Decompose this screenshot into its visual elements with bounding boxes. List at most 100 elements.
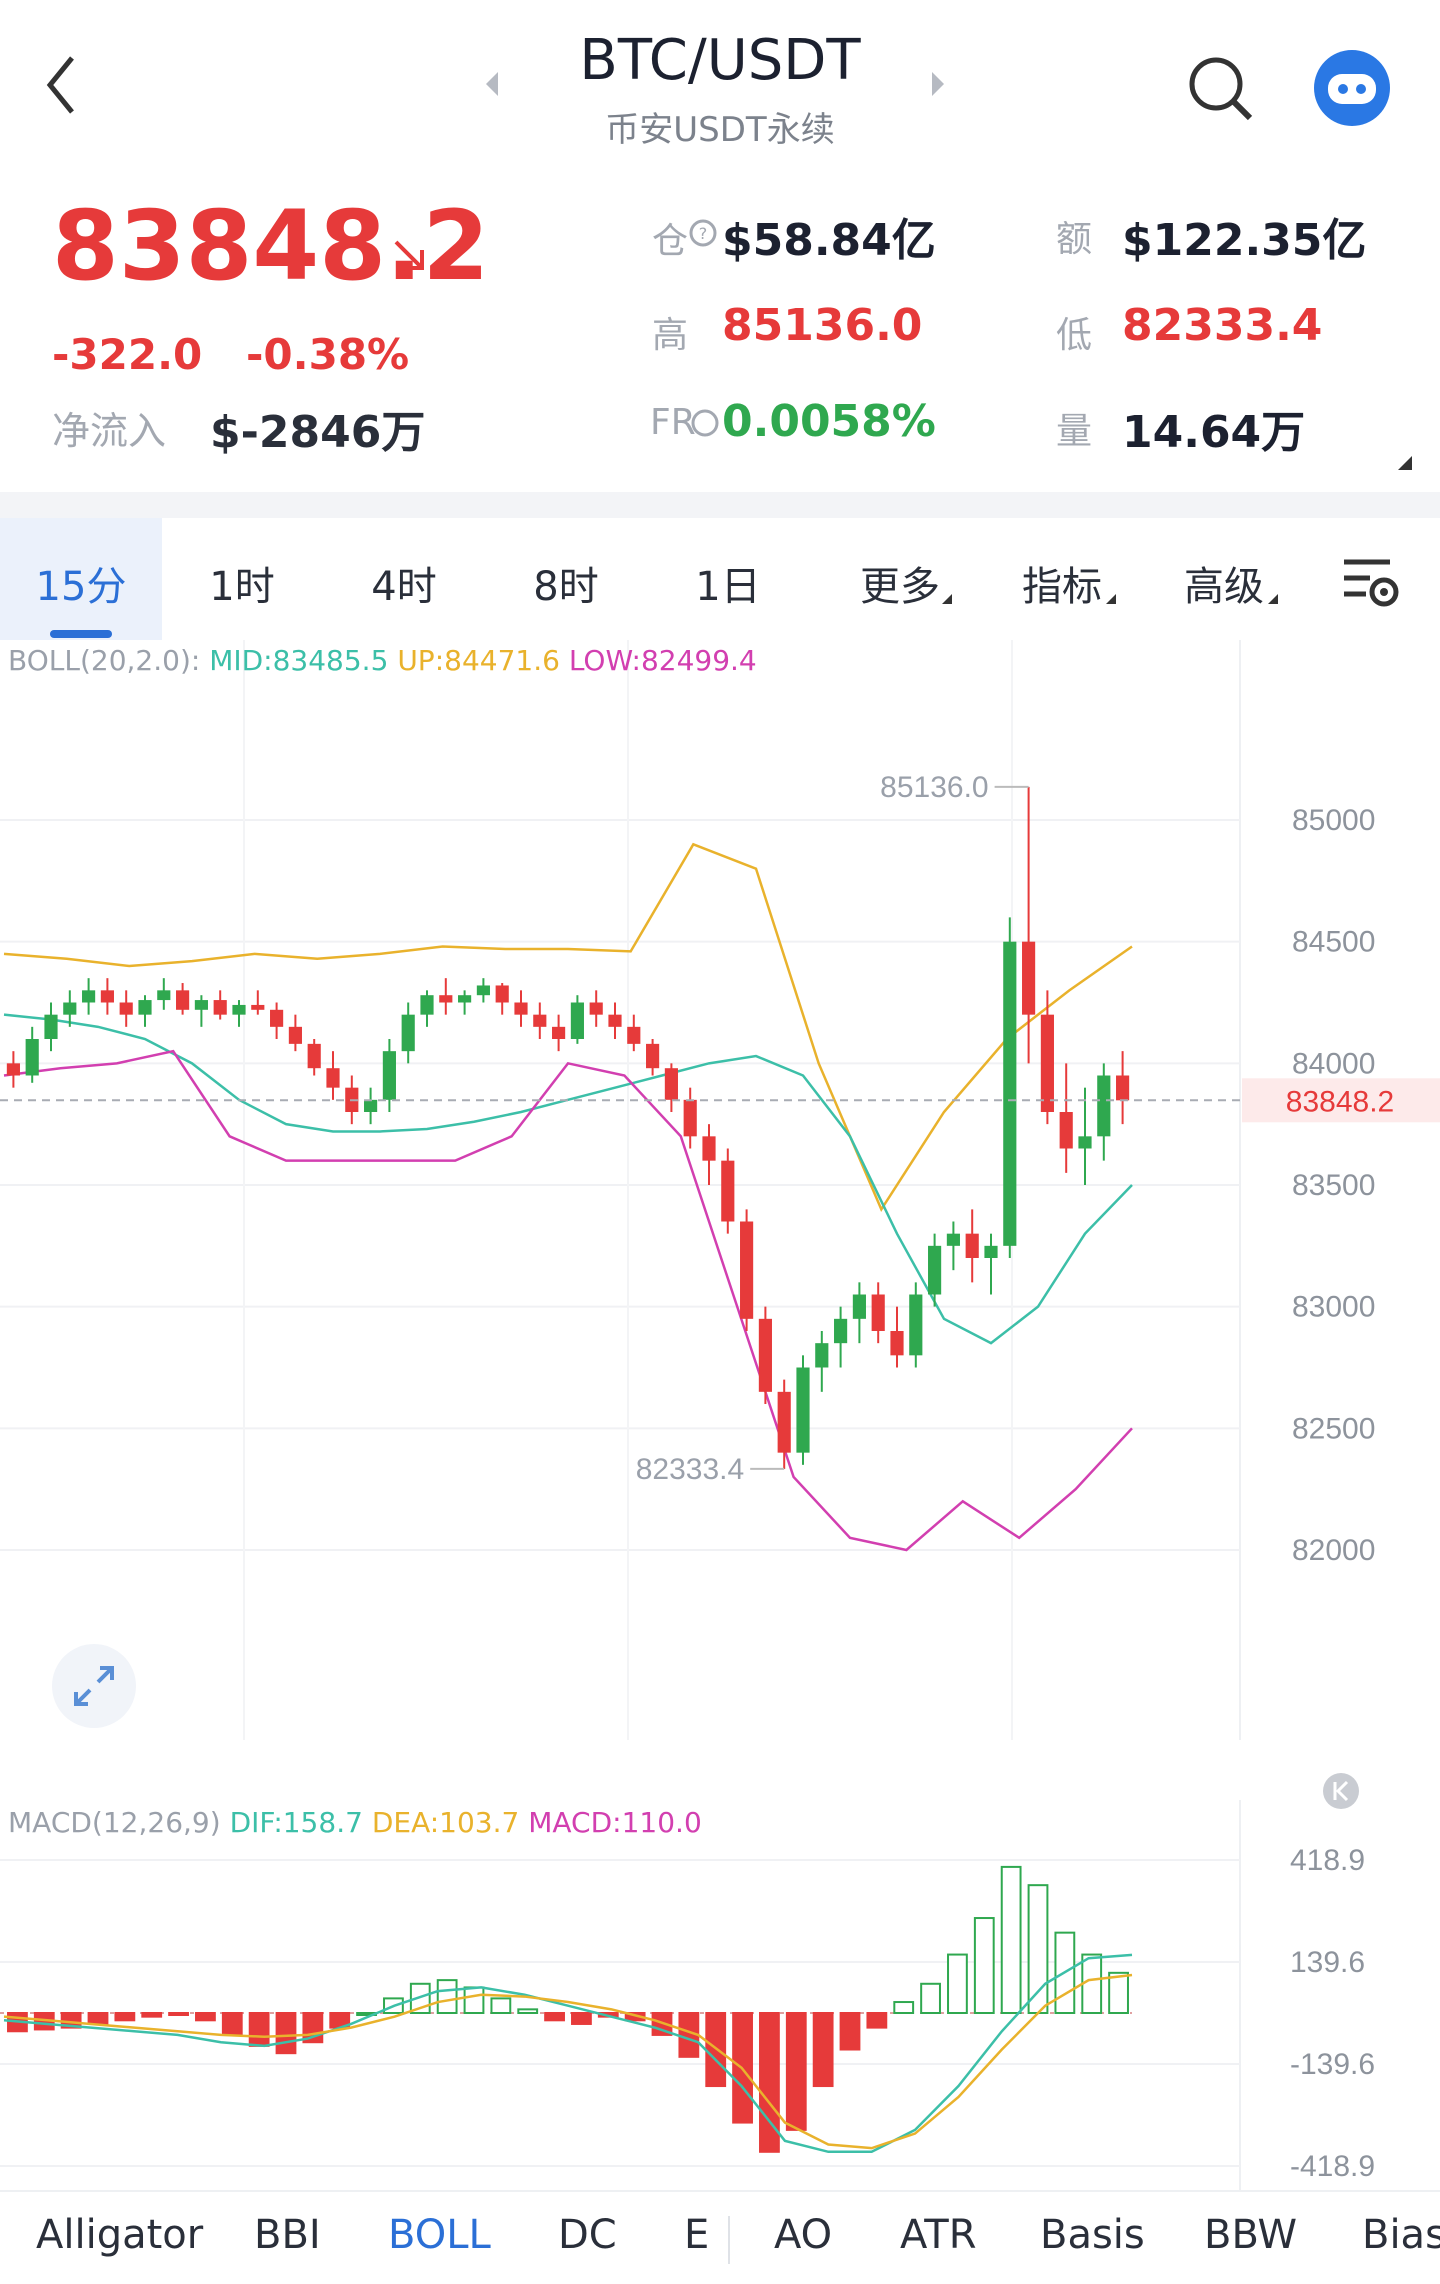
tab-8h[interactable]: 8时 (533, 564, 599, 610)
y-tick-label: 84500 (1292, 926, 1375, 959)
candle (664, 1068, 678, 1100)
macd-bar (275, 2012, 297, 2055)
candle (852, 1294, 866, 1319)
turnover-value: $122.35亿 (1122, 215, 1367, 266)
candle (270, 1009, 284, 1027)
last-price-tag-label: 83848.2 (1286, 1085, 1394, 1118)
candle (796, 1367, 810, 1453)
candle (382, 1051, 396, 1100)
last-price-tag (1242, 1078, 1440, 1123)
candle (119, 1002, 133, 1015)
search-icon[interactable] (1184, 52, 1256, 128)
indicator-boll[interactable]: BOLL (388, 2212, 491, 2258)
macd-bar (195, 2012, 216, 2022)
macd-bar (490, 1997, 512, 2014)
info-icon[interactable]: ? (688, 218, 718, 252)
tab-1d[interactable]: 1日 (695, 564, 761, 610)
candle (251, 1004, 265, 1010)
candle (984, 1245, 998, 1258)
macd-bar (866, 2012, 888, 2029)
indicator-atr[interactable]: ATR (900, 2212, 977, 2258)
y-tick-label: -139.6 (1290, 2048, 1375, 2081)
candle (589, 1002, 603, 1015)
macd-chart[interactable]: 418.9 139.6 -139.6 -418.9 (0, 1800, 1440, 2190)
divider (0, 492, 1440, 518)
fullscreen-button[interactable] (52, 1644, 136, 1728)
indicator-separator (728, 2216, 730, 2264)
boll-lower-line (3, 1049, 1133, 1552)
indicator-bias[interactable]: Bias (1362, 2212, 1440, 2258)
macd-value: MACD:110.0 (528, 1806, 702, 1839)
boll-mid: MID:83485.5 (209, 644, 389, 677)
high-value: 85136.0 (722, 300, 923, 351)
chart-settings-icon[interactable] (1340, 554, 1402, 614)
indicator-ao[interactable]: AO (774, 2212, 833, 2258)
indicator-bar: Alligator BBI BOLL DC E AO ATR Basis BBW… (0, 2190, 1440, 2284)
candle (1022, 941, 1036, 1015)
candlestick-chart[interactable]: 850008450084000835008300082500820003月161… (0, 640, 1440, 1740)
back-icon[interactable] (40, 50, 80, 124)
robot-avatar-icon[interactable] (1312, 48, 1392, 132)
macd-bar (1081, 1953, 1103, 2014)
tab-more[interactable]: 更多 (860, 564, 940, 610)
oi-value: $58.84亿 (722, 215, 936, 266)
candle (100, 990, 114, 1003)
scroll-to-latest-icon[interactable] (1322, 1772, 1360, 1814)
fr-info-icon[interactable] (690, 408, 720, 442)
tab-active-indicator (50, 630, 112, 638)
candle (439, 995, 453, 1003)
candle (1078, 1136, 1092, 1149)
candle (82, 990, 96, 1003)
tab-1h[interactable]: 1时 (209, 564, 275, 610)
macd-bar (141, 2012, 163, 2018)
macd-bar (947, 1953, 968, 2014)
price-change-pct: -0.38% (246, 330, 410, 379)
y-tick-label: 418.9 (1290, 1844, 1365, 1877)
net-inflow-value: $-2846万 (210, 407, 426, 458)
low-marker-label: 82333.4 (636, 1453, 744, 1486)
candle (758, 1318, 772, 1392)
candle (176, 990, 190, 1010)
y-tick-label: 82500 (1292, 1412, 1375, 1445)
candle (495, 985, 509, 1003)
candle (514, 1002, 528, 1015)
fr-label: FR (650, 402, 696, 443)
candle (476, 985, 490, 996)
y-tick-label: 85000 (1292, 804, 1375, 837)
boll-name: BOLL(20,2.0): (8, 644, 201, 677)
low-value: 82333.4 (1122, 300, 1323, 351)
candle (627, 1026, 641, 1044)
tab-indicators[interactable]: 指标 (1022, 564, 1102, 610)
tab-15m[interactable] (0, 518, 162, 640)
last-price: 83848.2 (52, 190, 490, 302)
macd-name: MACD(12,26,9) (8, 1806, 221, 1839)
dif-line (3, 1953, 1133, 2154)
macd-bar (168, 2012, 189, 2016)
candle (740, 1221, 754, 1319)
boll-up: UP:84471.6 (397, 644, 560, 677)
indicator-bbw[interactable]: BBW (1204, 2212, 1298, 2258)
macd-bar (1027, 1884, 1049, 2014)
macd-bar (893, 2001, 915, 2014)
indicator-dc[interactable]: DC (558, 2212, 617, 2258)
macd-dif: DIF:158.7 (229, 1806, 363, 1839)
prev-pair-icon[interactable] (482, 70, 502, 102)
boll-low: LOW:82499.4 (568, 644, 757, 677)
tab-advanced[interactable]: 高级 (1184, 564, 1264, 610)
candle (646, 1043, 660, 1069)
indicator-basis[interactable]: Basis (1040, 2212, 1145, 2258)
indicator-alligator[interactable]: Alligator (36, 2212, 204, 2258)
candle (326, 1068, 340, 1088)
candle (928, 1245, 942, 1295)
timeframe-tabs: 15分 1时 4时 8时 1日 更多 指标 高级 (0, 518, 1440, 640)
pair-title[interactable]: BTC/USDT (579, 28, 861, 93)
expand-corner-icon[interactable] (1396, 454, 1414, 476)
candle (946, 1233, 960, 1246)
macd-bar (812, 2012, 834, 2088)
next-pair-icon[interactable] (928, 70, 948, 102)
indicator-bbi[interactable]: BBI (254, 2212, 321, 2258)
indicator-e[interactable]: E (684, 2212, 710, 2258)
macd-bar (436, 1979, 458, 2014)
tab-4h[interactable]: 4时 (371, 564, 437, 610)
candle (44, 1014, 58, 1039)
